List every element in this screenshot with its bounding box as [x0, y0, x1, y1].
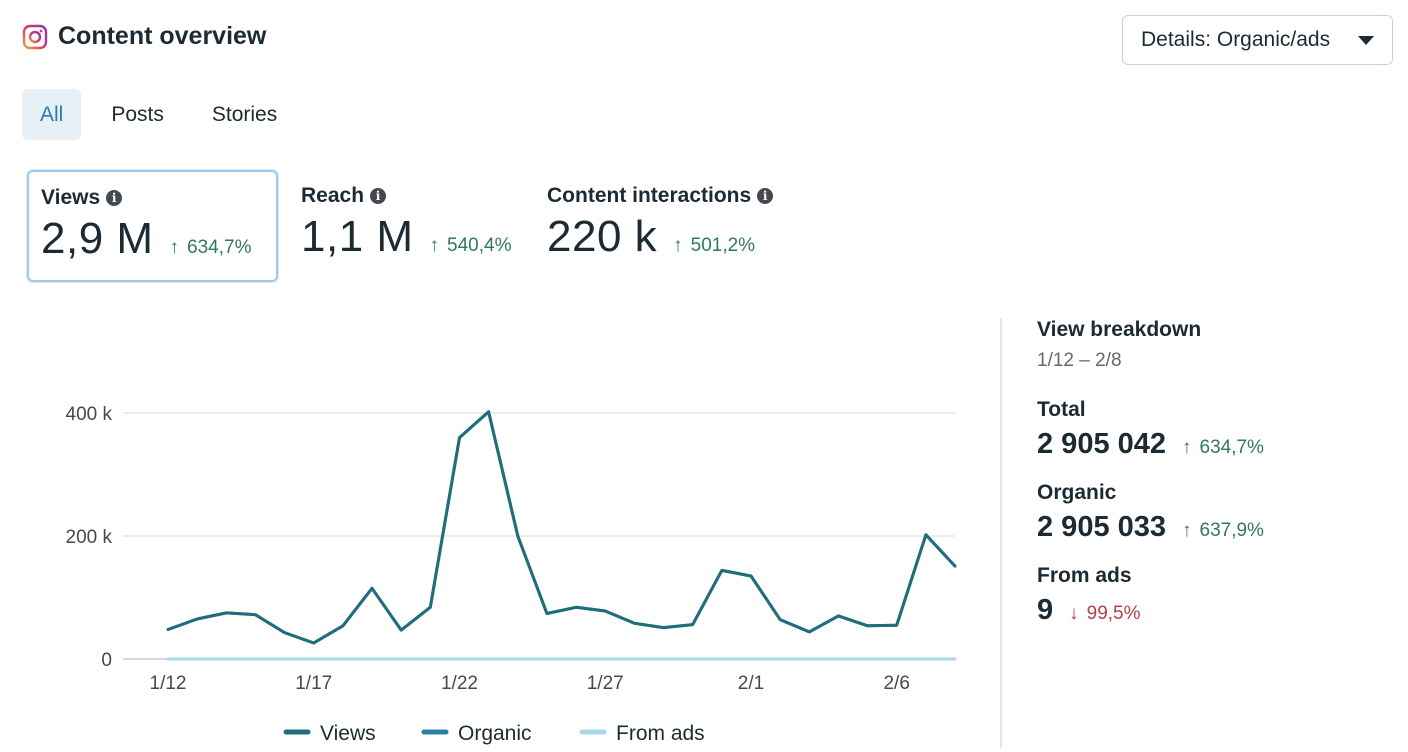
info-icon[interactable]: i — [370, 188, 387, 204]
metric-change-value: 501,2% — [690, 235, 756, 256]
breakdown-total: Total 2 905 042 ↑ 634,7% — [1037, 398, 1397, 461]
legend-item-from-ads[interactable]: From ads — [579, 722, 705, 745]
content-tabs: All Posts Stories — [22, 89, 307, 140]
metric-value: 220 k — [547, 212, 658, 261]
breakdown-change: ↓ 99,5% — [1069, 603, 1140, 625]
x-tick-label: 1/12 — [150, 673, 187, 694]
y-tick-label: 0 — [101, 650, 112, 671]
arrow-down-icon: ↓ — [1069, 603, 1079, 624]
arrow-up-icon: ↑ — [1182, 520, 1192, 541]
tab-all[interactable]: All — [22, 89, 82, 140]
metric-change-value: 540,4% — [447, 235, 512, 256]
breakdown-change-value: 634,7% — [1199, 437, 1264, 458]
breakdown-label: From ads — [1037, 564, 1132, 587]
arrow-up-icon: ↑ — [673, 235, 683, 256]
breakdown-value: 2 905 042 — [1037, 428, 1167, 460]
series-line-organic[interactable] — [166, 410, 957, 645]
metric-value: 1,1 M — [301, 212, 414, 261]
y-tick-label: 200 k — [66, 527, 113, 548]
metric-change-value: 634,7% — [187, 237, 252, 258]
breakdown-change: ↑ 637,9% — [1182, 520, 1264, 542]
breakdown-value: 9 — [1037, 594, 1054, 626]
series-line-views[interactable] — [166, 410, 957, 645]
details-dropdown[interactable]: Details: Organic/ads — [1122, 15, 1393, 65]
breakdown-label: Organic — [1037, 481, 1117, 504]
view-breakdown-panel: View breakdown 1/12 – 2/8 Total 2 905 04… — [1037, 318, 1397, 627]
metric-card-views[interactable]: Views i 2,9 M ↑ 634,7% — [27, 170, 278, 282]
breakdown-date-range: 1/12 – 2/8 — [1037, 350, 1122, 371]
header: Content overview — [22, 22, 266, 51]
metric-change: ↑ 501,2% — [673, 235, 755, 257]
metric-change: ↑ 634,7% — [170, 237, 252, 259]
x-tick-label: 1/22 — [441, 673, 478, 694]
legend-label: From ads — [616, 722, 705, 745]
x-tick-label: 2/6 — [883, 673, 909, 694]
caret-down-icon — [1358, 35, 1374, 45]
breakdown-organic: Organic 2 905 033 ↑ 637,9% — [1037, 481, 1397, 544]
x-tick-label: 1/17 — [295, 673, 332, 694]
breakdown-change-value: 99,5% — [1086, 603, 1141, 624]
tab-stories[interactable]: Stories — [211, 103, 278, 126]
breakdown-value: 2 905 033 — [1037, 511, 1167, 543]
metric-card-reach[interactable]: Reach i 1,1 M ↑ 540,4% — [289, 170, 529, 282]
panel-divider — [1000, 318, 1002, 748]
legend-label: Views — [320, 722, 376, 745]
legend-label: Organic — [458, 722, 532, 745]
legend-item-views[interactable]: Views — [283, 722, 376, 745]
instagram-icon — [22, 24, 48, 49]
breakdown-change-value: 637,9% — [1199, 520, 1264, 541]
metric-change: ↑ 540,4% — [430, 235, 512, 257]
info-icon[interactable]: i — [106, 190, 123, 206]
metric-label: Reach — [301, 184, 365, 207]
metric-label: Views — [41, 186, 101, 209]
page-title: Content overview — [58, 22, 267, 50]
breakdown-title: View breakdown — [1037, 318, 1202, 341]
metric-card-content-interactions[interactable]: Content interactions i 220 k ↑ 501,2% — [535, 170, 835, 282]
y-tick-label: 400 k — [66, 404, 113, 425]
arrow-up-icon: ↑ — [1182, 437, 1192, 458]
metric-label: Content interactions — [547, 184, 752, 207]
legend-item-organic[interactable]: Organic — [421, 722, 532, 745]
tab-posts[interactable]: Posts — [111, 103, 164, 126]
info-icon[interactable]: i — [757, 188, 774, 204]
views-line-chart: 0 200 k 400 k 1/12 1/17 1/22 1/27 2/1 2/6 Views… — [66, 404, 957, 745]
metric-value: 2,9 M — [41, 214, 154, 263]
details-dropdown-label: Details: Organic/ads — [1141, 28, 1331, 51]
breakdown-from-ads: From ads 9 ↓ 99,5% — [1037, 564, 1397, 627]
x-tick-label: 1/27 — [587, 673, 624, 694]
arrow-up-icon: ↑ — [429, 235, 440, 256]
x-tick-label: 2/1 — [738, 673, 764, 694]
breakdown-change: ↑ 634,7% — [1182, 437, 1264, 459]
breakdown-label: Total — [1037, 398, 1086, 421]
arrow-up-icon: ↑ — [169, 237, 180, 258]
